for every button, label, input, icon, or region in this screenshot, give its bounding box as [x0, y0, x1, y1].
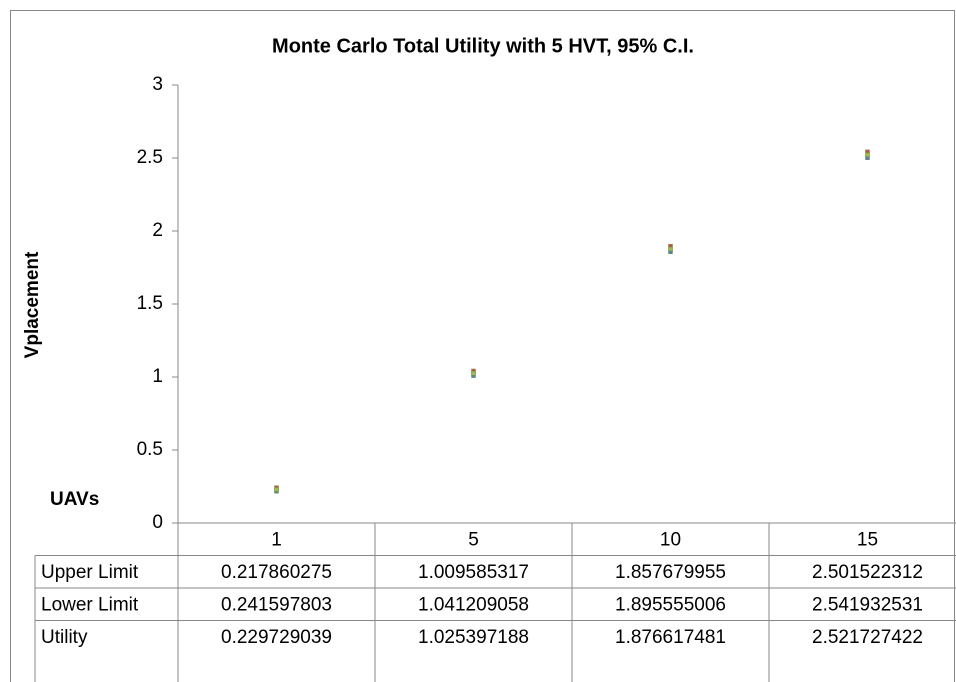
y-tick-label: 1 [152, 366, 163, 387]
point [471, 371, 476, 376]
point [668, 246, 673, 252]
legend-label: Utility [41, 627, 88, 648]
table-value: 2.501522312 [812, 562, 923, 583]
table-value: 1.857679955 [615, 562, 726, 583]
table-value: 2.521727422 [812, 627, 923, 648]
table-value: 1.025397188 [418, 627, 529, 648]
table-value: 1.895555006 [615, 594, 726, 615]
y-tick-label: 3 [152, 74, 163, 95]
legend-label: Upper Limit [41, 562, 139, 583]
y-tick-label: 2.5 [137, 147, 163, 168]
x-tick-label: 15 [857, 529, 878, 550]
x-axis-title: UAVs [50, 489, 99, 510]
chart-title: Monte Carlo Total Utility with 5 HVT, 95… [272, 35, 694, 57]
point [865, 152, 870, 158]
x-tick-label: 5 [468, 529, 479, 550]
x-tick-label: 10 [660, 529, 681, 550]
table-value: 0.241597803 [221, 594, 332, 615]
y-tick-label: 0.5 [137, 439, 163, 460]
point [274, 487, 279, 492]
table-value: 1.009585317 [418, 562, 529, 583]
table-value: 1.041209058 [418, 594, 529, 615]
y-tick-label: 1.5 [137, 293, 163, 314]
chart-border [10, 10, 955, 682]
y-axis-title: Vplacement [22, 251, 43, 358]
y-tick-label: 0 [152, 512, 163, 533]
table-value: 1.876617481 [615, 627, 726, 648]
table-value: 2.541932531 [812, 594, 923, 615]
legend-label: Lower Limit [41, 594, 139, 615]
x-tick-label: 1 [271, 529, 282, 550]
table-value: 0.229729039 [221, 627, 332, 648]
table-value: 0.217860275 [221, 562, 332, 583]
y-tick-label: 2 [152, 220, 163, 241]
